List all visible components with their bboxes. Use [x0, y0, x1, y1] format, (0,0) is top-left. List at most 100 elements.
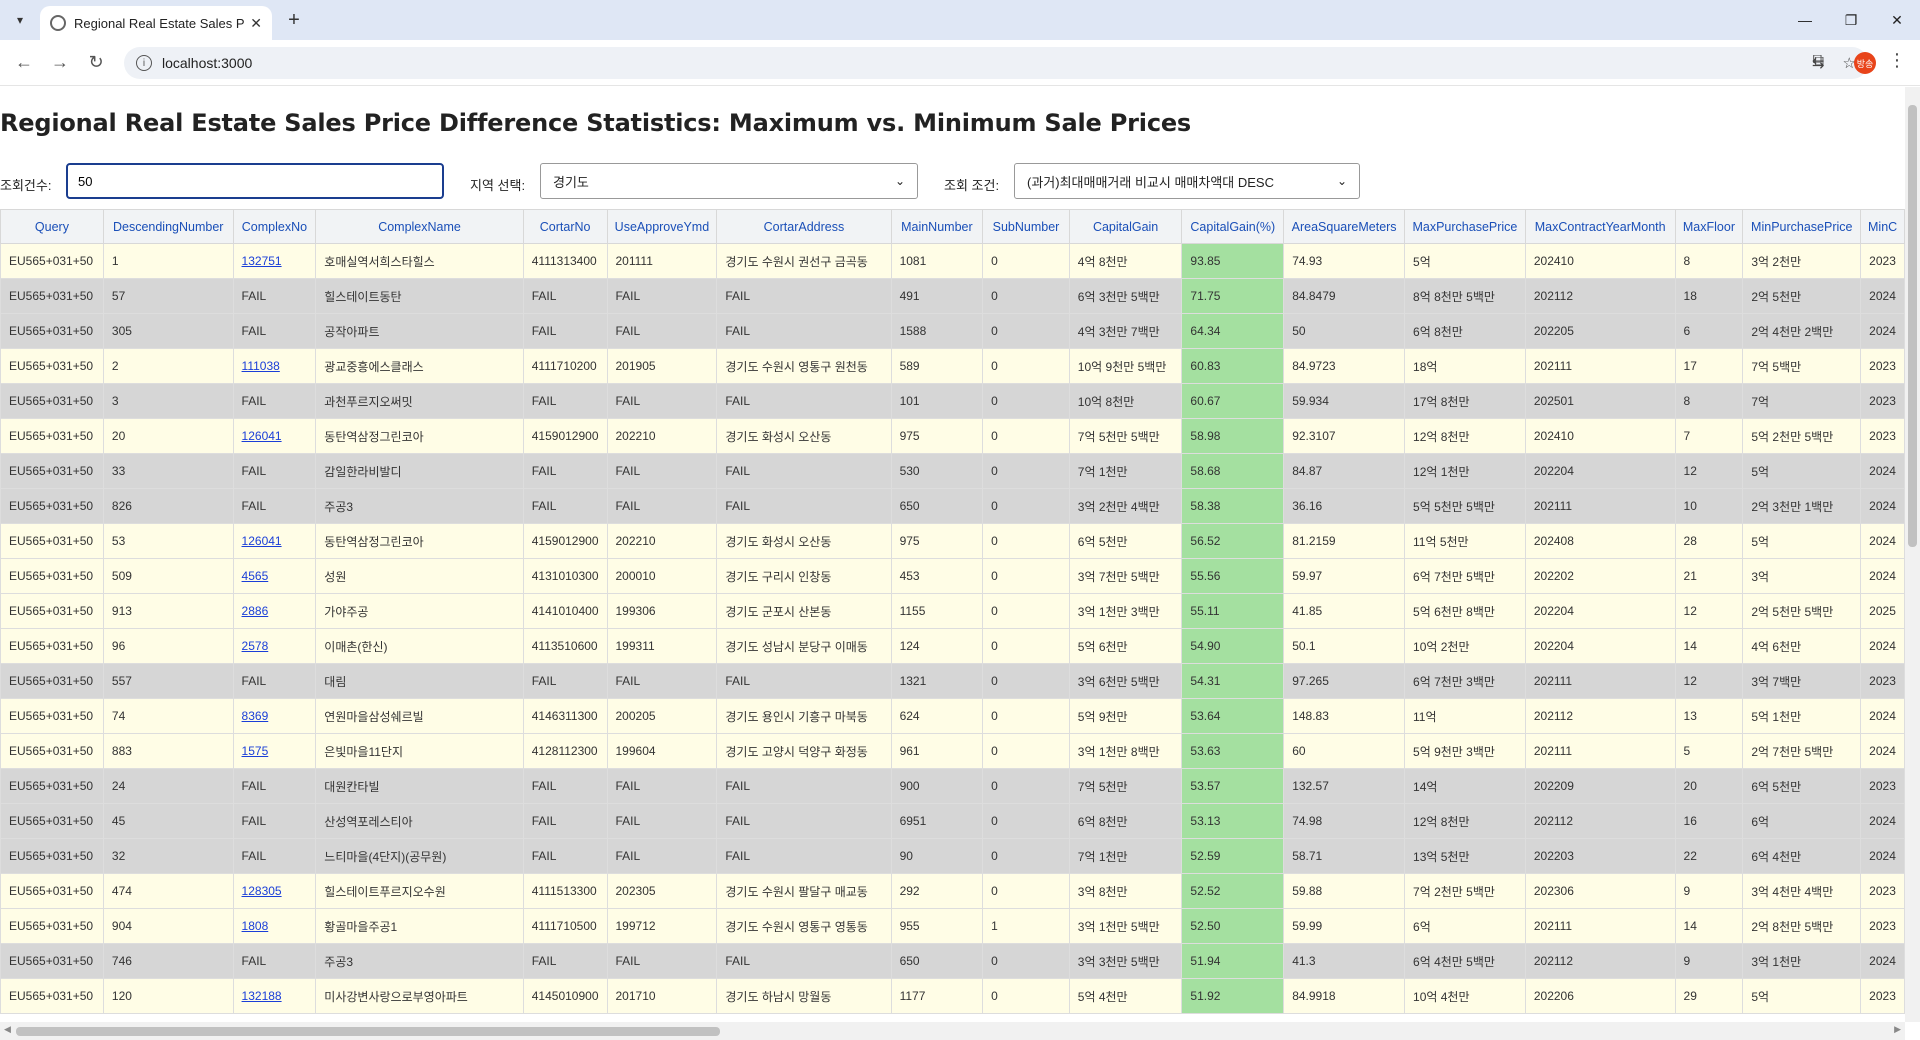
column-header[interactable]: CortarNo — [522, 209, 608, 244]
complex-link[interactable]: 126041 — [241, 534, 282, 548]
minimize-icon[interactable]: — — [1798, 12, 1812, 28]
column-header[interactable]: CapitalGain(%) — [1181, 209, 1285, 244]
complex-link[interactable]: 1575 — [241, 744, 269, 758]
complex-link[interactable]: 4565 — [241, 569, 269, 583]
table-cell: FAIL — [232, 453, 317, 489]
table-cell: 0 — [982, 663, 1070, 699]
table-cell: 0 — [982, 243, 1070, 279]
new-tab-plus-icon[interactable]: + — [288, 8, 300, 31]
column-header[interactable]: DescendingNumber — [102, 209, 234, 244]
site-info-icon[interactable]: i — [136, 55, 152, 71]
translate-icon[interactable]: ⇆ — [1811, 55, 1825, 72]
complex-link[interactable]: 2578 — [241, 639, 269, 653]
table-cell: 50.1 — [1283, 628, 1406, 664]
table-cell: 14 — [1674, 628, 1744, 664]
column-header[interactable]: MinPurchasePrice — [1742, 209, 1862, 244]
table-cell: 1155 — [890, 593, 984, 629]
column-header[interactable]: MinC — [1860, 209, 1905, 244]
count-input[interactable] — [66, 163, 444, 199]
table-cell: 5억 6천만 — [1068, 628, 1183, 664]
column-header[interactable]: MaxPurchasePrice — [1404, 209, 1526, 244]
column-header[interactable]: SubNumber — [982, 209, 1070, 244]
table-cell: 경기도 화성시 오산동 — [716, 523, 892, 559]
table-cell: 8억 8천만 5백만 — [1404, 278, 1526, 314]
table-cell: 0 — [982, 278, 1070, 314]
table-cell: 53 — [102, 523, 234, 559]
region-select-value: 경기도 — [553, 174, 589, 190]
restore-icon[interactable]: ❐ — [1844, 11, 1858, 28]
table-cell: 491 — [890, 278, 984, 314]
table-row: EU565+031+50 32 FAIL 느티마을(4단지)(공무원) FAIL FAIL… — [0, 838, 1905, 874]
profile-avatar[interactable]: 방송 — [1854, 52, 1876, 74]
complex-link[interactable]: 1808 — [241, 919, 269, 933]
back-arrow-icon[interactable]: ← — [15, 52, 33, 72]
table-cell: 5억 — [1742, 453, 1862, 489]
results-table-container[interactable]: Query DescendingNumber ComplexNo ComplexNam… — [0, 209, 1905, 1019]
complex-link[interactable]: 132751 — [241, 254, 282, 268]
browser-menu-icon[interactable]: ⋮ — [1888, 50, 1906, 70]
complex-link[interactable]: 111038 — [241, 359, 280, 373]
table-cell: 10억 2천만 — [1404, 628, 1526, 664]
column-header[interactable]: ComplexName — [315, 209, 524, 244]
table-cell: 2 — [102, 348, 234, 384]
table-cell: 202203 — [1524, 838, 1676, 874]
close-tab-icon[interactable]: ✕ — [250, 14, 262, 31]
column-header[interactable]: MainNumber — [890, 209, 984, 244]
condition-select[interactable]: (과거)최대매매거래 비교시 매매차액대 DESC ⌄ — [1014, 163, 1360, 199]
url-text[interactable]: localhost:3000 — [162, 55, 253, 71]
complex-link[interactable]: 126041 — [241, 429, 282, 443]
scroll-left-icon[interactable]: ◀ — [4, 1024, 11, 1034]
complex-link[interactable]: 2886 — [241, 604, 269, 618]
complex-link[interactable]: 8369 — [241, 709, 269, 723]
table-cell: 7억 — [1742, 383, 1862, 419]
browser-tab-active[interactable]: Regional Real Estate Sales Pric ✕ — [40, 6, 272, 40]
table-cell: 16 — [1674, 803, 1744, 839]
close-window-icon[interactable]: ✕ — [1891, 11, 1903, 28]
table-cell: 경기도 성남시 분당구 이매동 — [716, 628, 892, 664]
table-cell: 경기도 수원시 팔달구 매교동 — [716, 873, 892, 909]
horizontal-scroll-thumb[interactable] — [16, 1027, 720, 1036]
table-cell: FAIL — [522, 488, 608, 524]
table-cell: 2024 — [1860, 453, 1905, 489]
table-cell: 경기도 용인시 기흥구 마북동 — [716, 698, 892, 734]
vertical-scrollbar[interactable] — [1905, 87, 1920, 1022]
table-cell: FAIL — [522, 768, 608, 804]
table-cell: FAIL — [232, 383, 317, 419]
table-cell: EU565+031+50 — [0, 523, 104, 559]
complex-link[interactable]: 128305 — [241, 884, 282, 898]
table-cell: 6 — [1674, 313, 1744, 349]
column-header[interactable]: Query — [0, 209, 104, 244]
table-cell: EU565+031+50 — [0, 698, 104, 734]
table-cell: 2023 — [1860, 663, 1905, 699]
forward-arrow-icon[interactable]: → — [51, 52, 69, 72]
horizontal-scrollbar[interactable]: ◀ ▶ — [0, 1022, 1905, 1040]
column-header[interactable]: CapitalGain — [1068, 209, 1183, 244]
reload-icon[interactable]: ↻ — [88, 52, 104, 72]
table-cell: 28 — [1674, 523, 1744, 559]
table-cell: 530 — [890, 453, 984, 489]
table-cell: 5억 — [1742, 978, 1862, 1014]
column-header[interactable]: CortarAddress — [716, 209, 892, 244]
region-select[interactable]: 경기도 ⌄ — [540, 163, 918, 199]
table-cell: 동탄역삼정그린코아 — [315, 523, 524, 559]
table-cell: FAIL — [606, 488, 718, 524]
table-cell: 11억 — [1404, 698, 1526, 734]
address-bar[interactable]: i localhost:3000 ⇆ ☆ — [124, 47, 1868, 79]
complex-link[interactable]: 132188 — [241, 989, 282, 1003]
table-cell: EU565+031+50 — [0, 663, 104, 699]
column-header[interactable]: UseApproveYmd — [606, 209, 718, 244]
table-cell: 8 — [1674, 383, 1744, 419]
table-cell: 3억 — [1742, 558, 1862, 594]
table-cell: 주공3 — [315, 943, 524, 979]
column-header[interactable]: ComplexNo — [232, 209, 317, 244]
table-cell: 주공3 — [315, 488, 524, 524]
vertical-scroll-thumb[interactable] — [1908, 105, 1917, 547]
column-header[interactable]: MaxFloor — [1674, 209, 1744, 244]
tab-search-chevron-icon[interactable]: ▾ — [16, 13, 24, 27]
column-header[interactable]: AreaSquareMeters — [1283, 209, 1406, 244]
column-header[interactable]: MaxContractYearMonth — [1524, 209, 1676, 244]
bookmark-star-icon[interactable]: ☆ — [1842, 55, 1856, 72]
table-cell: 대림 — [315, 663, 524, 699]
scroll-right-icon[interactable]: ▶ — [1894, 1024, 1901, 1034]
extensions-puzzle-icon[interactable]: ⧉ — [1812, 52, 1824, 69]
